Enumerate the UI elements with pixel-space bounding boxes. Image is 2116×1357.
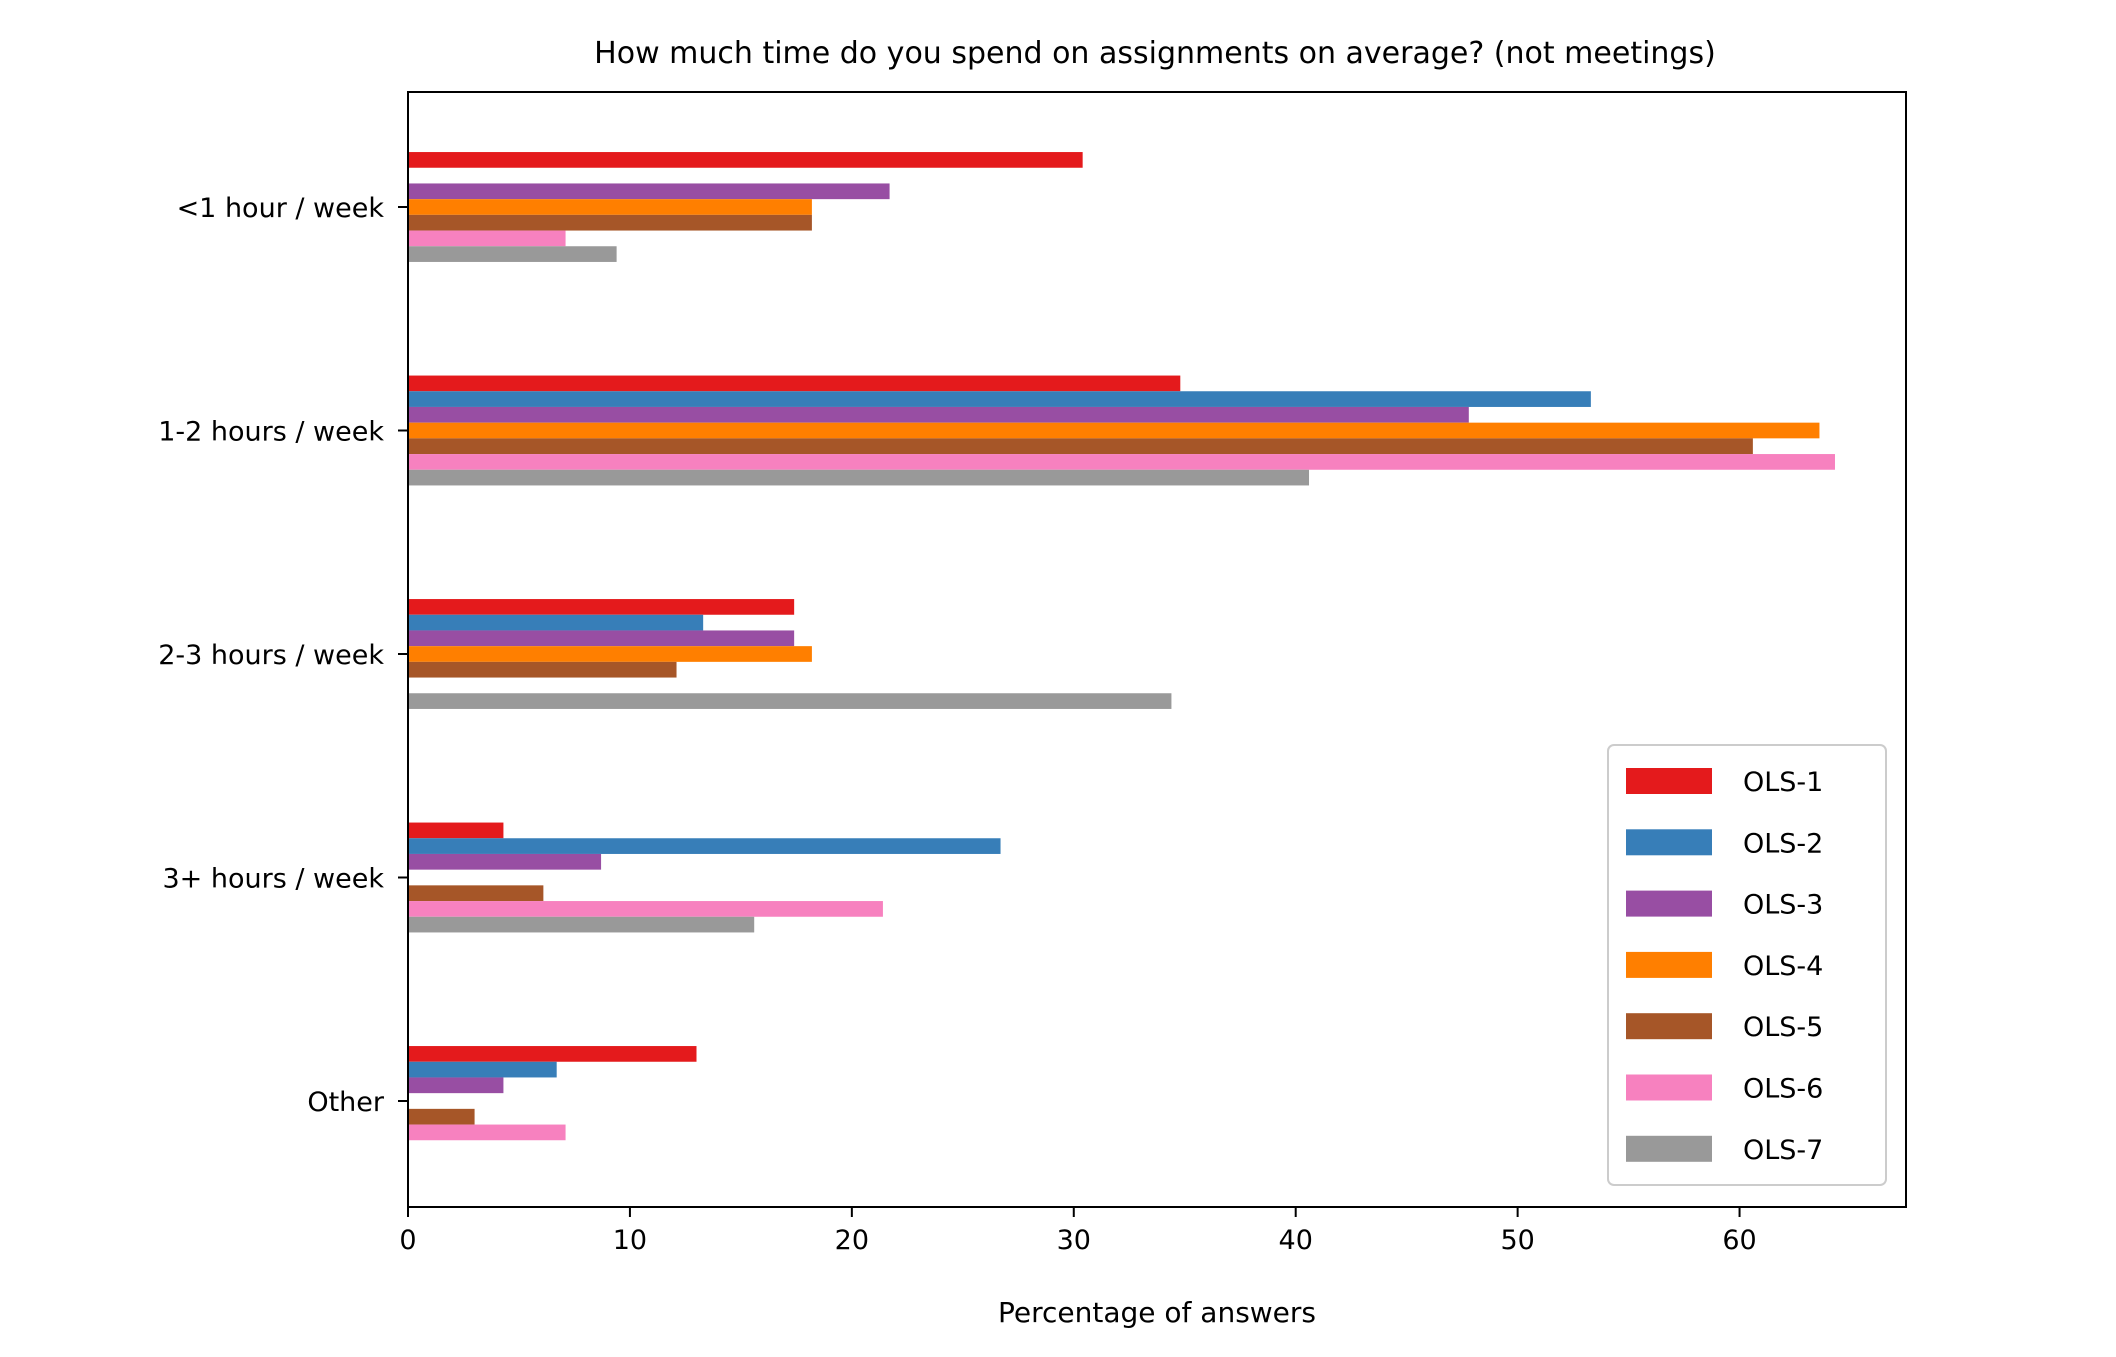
plot-area-frame [407, 91, 1907, 1208]
bar-ols-3-1 [408, 406, 1469, 423]
bar-ols-4-1 [408, 422, 1820, 439]
bar-ols-5-4 [408, 1108, 475, 1125]
legend-label-ols-1: OLS-1 [1743, 767, 1823, 798]
legend-swatch-ols-1 [1626, 768, 1712, 794]
x-tick-label: 20 [835, 1225, 869, 1256]
legend-swatch-ols-7 [1626, 1135, 1712, 1162]
legend-swatch-ols-2 [1626, 829, 1712, 856]
legend-label-ols-6: OLS-6 [1743, 1074, 1823, 1105]
bar-ols-3-4 [408, 1077, 504, 1094]
legend-label-ols-3: OLS-3 [1743, 890, 1823, 921]
bar-ols-5-3 [408, 885, 544, 902]
legend-label-ols-4: OLS-4 [1743, 951, 1823, 982]
y-axis-ticks: <1 hour / week 1-2 hours / week 2-3 hours … [158, 193, 408, 1118]
bar-ols-7-1 [408, 469, 1310, 486]
bar-ols-5-0 [408, 214, 812, 231]
bar-ols-1-0 [408, 152, 1083, 168]
legend-swatch-ols-3 [1626, 890, 1712, 917]
x-tick-label: 40 [1279, 1225, 1313, 1256]
bar-ols-4-0 [408, 199, 812, 215]
bar-ols-5-2 [408, 661, 677, 678]
x-axis-label: Percentage of answers [998, 1296, 1316, 1329]
bar-ols-6-1 [408, 454, 1835, 470]
x-tick-label: 10 [613, 1225, 647, 1256]
bar-ols-3-3 [408, 853, 602, 870]
legend-swatch-ols-6 [1626, 1074, 1712, 1101]
x-tick-label: 30 [1057, 1225, 1091, 1256]
bar-ols-6-3 [408, 901, 883, 917]
bar-ols-6-0 [408, 230, 566, 247]
bar-ols-2-2 [408, 614, 704, 631]
bar-ols-4-2 [408, 646, 812, 662]
bar-ols-7-3 [408, 916, 755, 933]
bar-ols-5-1 [408, 438, 1753, 455]
y-tick-label: 2-3 hours / week [158, 640, 384, 671]
x-tick-label: 50 [1500, 1225, 1534, 1256]
bars-group [408, 152, 1835, 1141]
bar-ols-1-4 [408, 1046, 697, 1062]
legend-swatch-ols-4 [1626, 951, 1712, 978]
legend-label-ols-5: OLS-5 [1743, 1012, 1823, 1043]
x-axis-ticks: 0 10 20 30 40 50 60 [399, 1207, 1757, 1256]
legend-label-ols-2: OLS-2 [1743, 828, 1823, 859]
y-tick-label: 3+ hours / week [163, 864, 385, 895]
y-tick-label: 1-2 hours / week [158, 417, 384, 448]
bar-ols-2-3 [408, 838, 1001, 854]
legend-swatch-ols-5 [1626, 1013, 1712, 1040]
bar-ols-7-2 [408, 693, 1172, 709]
bar-ols-1-1 [408, 375, 1181, 392]
bar-ols-3-0 [408, 183, 890, 200]
bar-ols-1-3 [408, 822, 504, 839]
x-tick-label: 0 [399, 1225, 416, 1256]
bar-ols-2-1 [408, 391, 1591, 407]
legend: OLS-1 OLS-2 OLS-3 OLS-4 OLS-5 OLS-6 OLS-7 [1607, 744, 1887, 1186]
bar-ols-6-4 [408, 1124, 566, 1141]
bar-ols-7-0 [408, 246, 617, 262]
bar-ols-1-2 [408, 599, 795, 615]
y-tick-label: <1 hour / week [177, 193, 385, 224]
chart-title: How much time do you spend on assignment… [594, 36, 1716, 71]
bar-ols-3-2 [408, 630, 795, 647]
bar-ols-2-4 [408, 1061, 557, 1078]
legend-label-ols-7: OLS-7 [1743, 1135, 1823, 1166]
x-tick-label: 60 [1722, 1225, 1756, 1256]
y-tick-label: Other [307, 1087, 385, 1118]
